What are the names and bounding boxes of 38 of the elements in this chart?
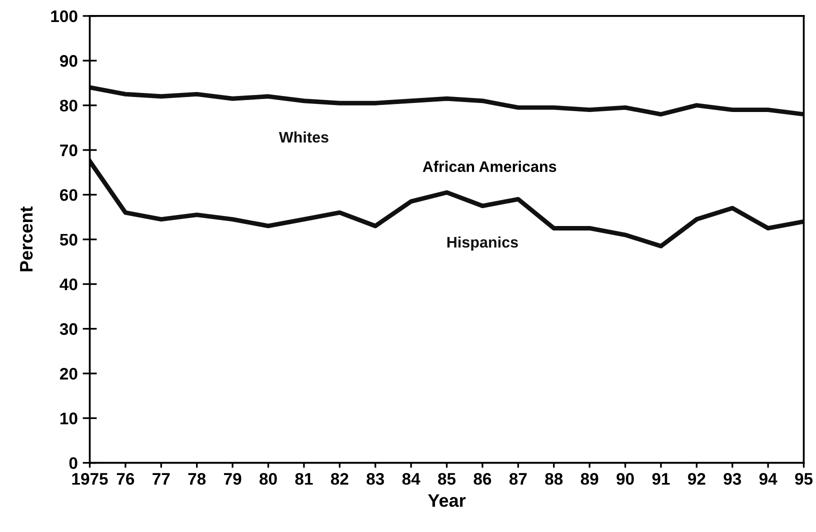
x-tick-label: 77 — [152, 473, 170, 485]
y-tick-label: 0 — [69, 457, 78, 470]
y-tick-label: 70 — [60, 144, 78, 156]
x-tick-label: 81 — [295, 473, 313, 485]
x-tick-label: 78 — [188, 473, 206, 485]
x-tick-label: 80 — [260, 473, 277, 485]
series-label: Whites — [278, 131, 328, 143]
x-axis-title: Year — [428, 494, 466, 507]
y-tick-label: 90 — [60, 55, 78, 67]
x-tick-label: 88 — [545, 473, 563, 485]
x-tick-label: 83 — [366, 473, 384, 485]
x-tick-label: 84 — [402, 473, 420, 485]
y-tick-label: 60 — [60, 189, 78, 201]
x-tick-label: 90 — [616, 473, 634, 485]
series-label: Hispanics — [447, 236, 518, 251]
x-tick-label: 86 — [474, 473, 492, 485]
y-tick-label: 100 — [51, 10, 78, 22]
y-tick-label: 40 — [60, 278, 78, 290]
y-tick-label: 50 — [60, 234, 78, 246]
x-tick-label: 89 — [580, 473, 598, 485]
x-tick-label: 87 — [509, 473, 527, 485]
x-tick-label: 76 — [116, 473, 134, 485]
x-tick-label: 91 — [652, 473, 670, 485]
x-tick-label: 93 — [724, 473, 742, 485]
x-tick-label: 85 — [438, 473, 456, 485]
x-tick-label: 92 — [688, 473, 706, 485]
x-tick-label: 82 — [330, 473, 348, 485]
line-series — [90, 85, 804, 116]
x-tick-label: 95 — [795, 473, 813, 485]
x-tick-label: 1975 — [72, 473, 108, 485]
x-tick-label: 94 — [759, 473, 778, 485]
x-tick-label: 79 — [224, 473, 242, 485]
y-axis-title: Percent — [20, 206, 33, 272]
annotation: African Americans — [422, 160, 556, 172]
y-tick-label: 10 — [60, 412, 78, 424]
y-tick-label: 20 — [60, 368, 78, 380]
y-tick-label: 80 — [60, 100, 78, 112]
y-tick-label: 30 — [60, 323, 78, 336]
